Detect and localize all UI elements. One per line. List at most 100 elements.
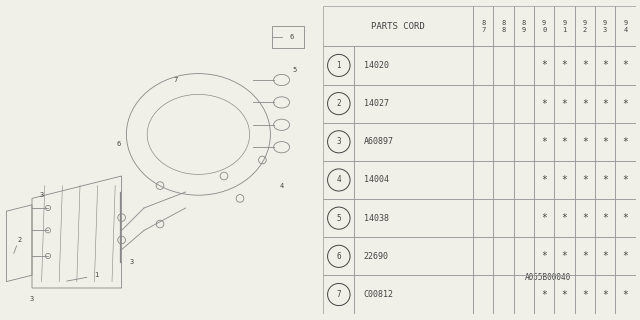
- Text: 9
3: 9 3: [603, 20, 607, 33]
- Bar: [493, 46, 514, 84]
- Text: 14020: 14020: [364, 61, 389, 70]
- Text: 8
9: 8 9: [522, 20, 526, 33]
- Text: *: *: [602, 290, 608, 300]
- Bar: [575, 237, 595, 276]
- Text: 14027: 14027: [364, 99, 389, 108]
- Bar: [323, 46, 355, 84]
- Bar: [514, 237, 534, 276]
- Text: 5: 5: [337, 214, 341, 223]
- Bar: [575, 84, 595, 123]
- Bar: [575, 276, 595, 314]
- Bar: [473, 237, 493, 276]
- Text: *: *: [561, 213, 568, 223]
- Text: 8
7: 8 7: [481, 20, 485, 33]
- Bar: [473, 161, 493, 199]
- Bar: [615, 6, 636, 46]
- Text: 8
8: 8 8: [501, 20, 506, 33]
- Text: 22690: 22690: [364, 252, 389, 261]
- Bar: [323, 199, 355, 237]
- Bar: [534, 161, 554, 199]
- Bar: [595, 46, 615, 84]
- Bar: [473, 84, 493, 123]
- Text: 6: 6: [116, 141, 120, 147]
- Text: *: *: [561, 60, 568, 70]
- Text: *: *: [541, 175, 547, 185]
- Bar: [493, 276, 514, 314]
- Text: 9
4: 9 4: [623, 20, 627, 33]
- Bar: [473, 123, 493, 161]
- Bar: [355, 46, 473, 84]
- Text: *: *: [582, 213, 588, 223]
- Text: 14004: 14004: [364, 175, 389, 184]
- Text: 7: 7: [337, 290, 341, 299]
- Bar: [514, 6, 534, 46]
- Bar: [493, 237, 514, 276]
- Bar: [493, 6, 514, 46]
- Bar: [323, 237, 355, 276]
- Text: *: *: [541, 251, 547, 261]
- Text: A055B00040: A055B00040: [525, 273, 571, 282]
- Text: C00812: C00812: [364, 290, 394, 299]
- Text: *: *: [602, 137, 608, 147]
- Bar: [615, 199, 636, 237]
- Text: 4: 4: [337, 175, 341, 184]
- Bar: [575, 161, 595, 199]
- Text: *: *: [623, 213, 628, 223]
- Text: *: *: [561, 99, 568, 108]
- Bar: [323, 6, 473, 46]
- Bar: [615, 123, 636, 161]
- Bar: [595, 199, 615, 237]
- Text: 6: 6: [289, 34, 293, 40]
- Text: *: *: [561, 137, 568, 147]
- Text: *: *: [561, 175, 568, 185]
- Bar: [473, 276, 493, 314]
- Text: *: *: [582, 251, 588, 261]
- Text: *: *: [623, 60, 628, 70]
- Bar: [554, 276, 575, 314]
- Bar: [514, 123, 534, 161]
- Bar: [554, 46, 575, 84]
- Text: *: *: [561, 290, 568, 300]
- Bar: [595, 276, 615, 314]
- Text: *: *: [541, 137, 547, 147]
- Text: *: *: [561, 251, 568, 261]
- Text: 9
2: 9 2: [582, 20, 587, 33]
- Text: *: *: [541, 60, 547, 70]
- Text: *: *: [541, 99, 547, 108]
- Text: 9
0: 9 0: [542, 20, 547, 33]
- Bar: [615, 46, 636, 84]
- Bar: [323, 123, 355, 161]
- Text: 9
1: 9 1: [563, 20, 566, 33]
- Bar: [575, 6, 595, 46]
- Text: *: *: [541, 213, 547, 223]
- Text: PARTS CORD: PARTS CORD: [371, 22, 425, 31]
- Bar: [493, 161, 514, 199]
- Text: 6: 6: [337, 252, 341, 261]
- Bar: [514, 276, 534, 314]
- Bar: [554, 161, 575, 199]
- Text: *: *: [602, 60, 608, 70]
- Text: *: *: [623, 175, 628, 185]
- Text: 3: 3: [129, 260, 133, 265]
- Bar: [615, 237, 636, 276]
- Bar: [473, 199, 493, 237]
- Text: 7: 7: [174, 77, 178, 83]
- Text: A60897: A60897: [364, 137, 394, 146]
- Text: 14038: 14038: [364, 214, 389, 223]
- Bar: [554, 123, 575, 161]
- Text: *: *: [623, 137, 628, 147]
- Bar: [534, 276, 554, 314]
- Bar: [554, 84, 575, 123]
- Text: *: *: [602, 251, 608, 261]
- Bar: [595, 123, 615, 161]
- Bar: [323, 276, 355, 314]
- Bar: [473, 6, 493, 46]
- Bar: [514, 84, 534, 123]
- Bar: [355, 123, 473, 161]
- Bar: [514, 46, 534, 84]
- Bar: [595, 237, 615, 276]
- Bar: [534, 123, 554, 161]
- Text: 1: 1: [94, 272, 98, 278]
- Bar: [615, 84, 636, 123]
- Bar: [355, 84, 473, 123]
